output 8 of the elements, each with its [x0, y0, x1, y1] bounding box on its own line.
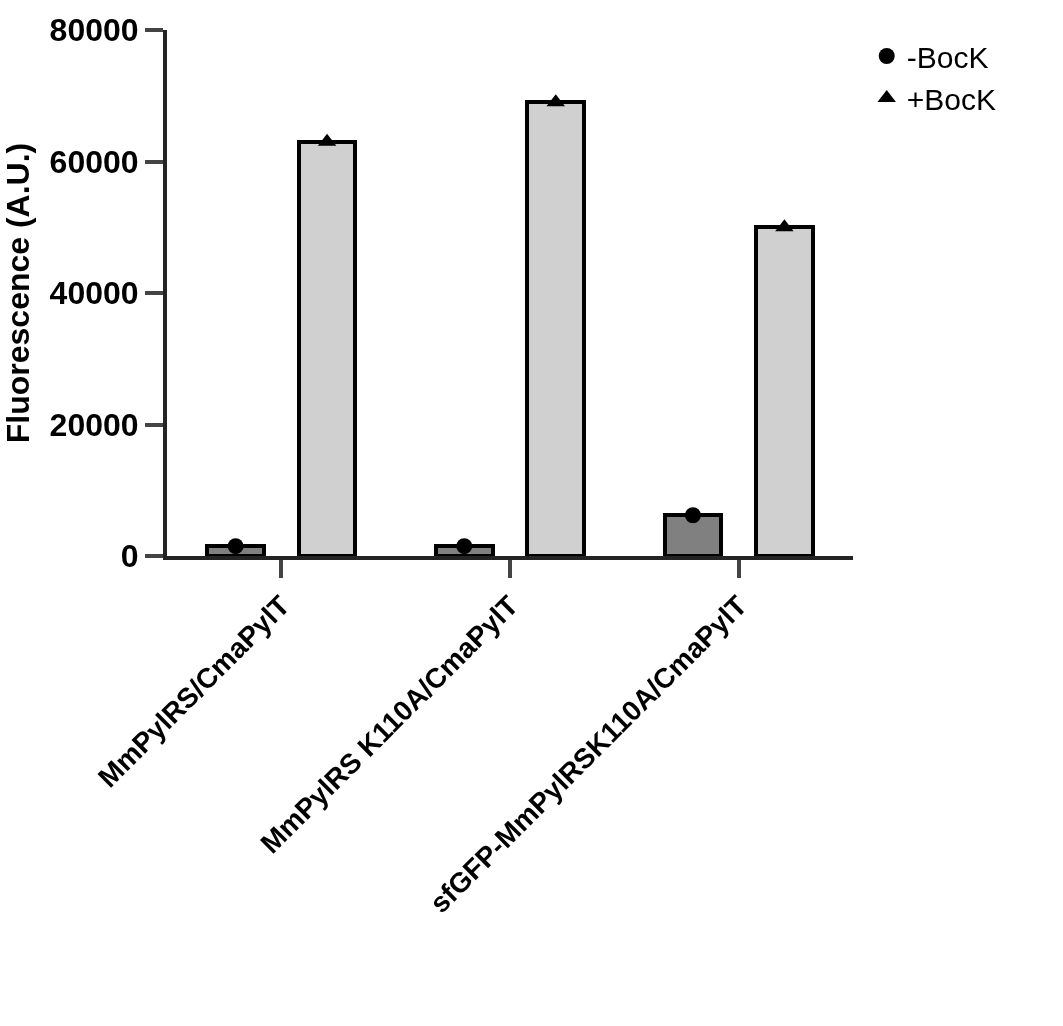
- y-axis-title: Fluorescence (A.U.): [0, 142, 36, 444]
- y-tick-label: 60000: [49, 143, 139, 180]
- y-tick-label: 80000: [49, 12, 139, 49]
- legend-label: +BocK: [906, 82, 996, 116]
- y-tick-label: 0: [120, 538, 139, 575]
- y-tick-label: 20000: [49, 406, 139, 443]
- legend-label: -BocK: [906, 40, 989, 74]
- y-tick-label: 40000: [49, 275, 139, 312]
